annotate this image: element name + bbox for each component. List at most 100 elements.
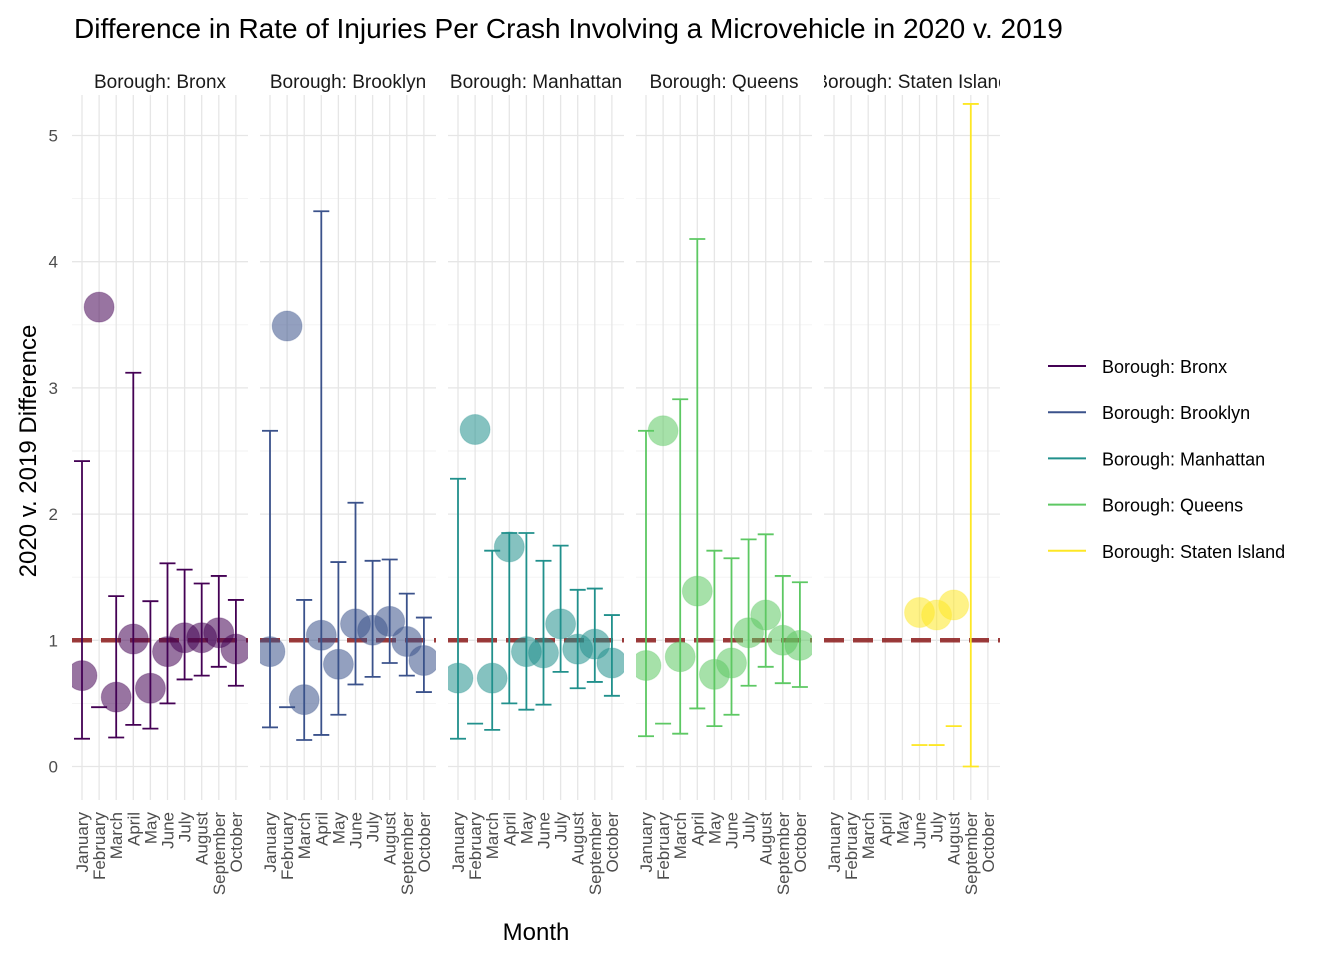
data-point xyxy=(260,636,286,668)
data-point xyxy=(448,662,474,694)
x-tick-label: March xyxy=(859,812,878,859)
x-tick-label: September xyxy=(210,812,229,895)
x-tick-label: August xyxy=(381,812,400,865)
x-tick-label: February xyxy=(842,812,861,881)
x-tick-label: January xyxy=(825,812,844,873)
data-point xyxy=(134,672,166,704)
x-tick-label: May xyxy=(329,812,348,845)
x-axis-title: Month xyxy=(503,919,570,946)
facet-strip-label: Borough: Bronx xyxy=(94,72,227,93)
data-point xyxy=(117,623,149,655)
facet-panel xyxy=(72,291,248,740)
panels-layer: Borough: Bronx Borough: Brooklyn Borough: … xyxy=(72,72,1008,768)
facet-strip-label: Borough: Manhattan xyxy=(450,72,622,93)
x-tick-label: April xyxy=(688,812,707,846)
data-point xyxy=(271,310,303,342)
x-tick-label: August xyxy=(193,812,212,865)
data-point xyxy=(322,648,354,680)
data-point xyxy=(288,684,320,716)
x-tick-label: April xyxy=(312,812,331,846)
chart-title: Difference in Rate of Injuries Per Crash… xyxy=(74,13,1063,44)
x-tick-label: September xyxy=(398,812,417,895)
y-tick-label: 0 xyxy=(49,758,58,777)
x-tick-label: August xyxy=(569,812,588,865)
x-tick-label: July xyxy=(176,812,195,843)
x-tick-label: February xyxy=(90,812,109,881)
x-tick-label: September xyxy=(774,812,793,895)
x-tick-label: August xyxy=(945,812,964,865)
x-tick-label: April xyxy=(876,812,895,846)
data-point xyxy=(750,599,782,631)
data-point xyxy=(72,660,98,692)
data-point xyxy=(374,605,406,637)
data-point xyxy=(305,619,337,651)
data-point xyxy=(938,589,970,621)
facet-strip-label: Borough: Queens xyxy=(650,72,799,93)
x-tick-label: June xyxy=(723,812,742,849)
x-tick-label: June xyxy=(535,812,554,849)
x-tick-label: February xyxy=(654,812,673,881)
legend-label: Borough: Manhattan xyxy=(1102,449,1265,469)
y-tick-label: 2 xyxy=(49,505,58,524)
data-point xyxy=(220,633,248,665)
x-tick-label: May xyxy=(141,812,160,845)
x-tick-label: August xyxy=(757,812,776,865)
facet-strip-label: Borough: Brooklyn xyxy=(270,72,426,93)
y-axis-title: 2020 v. 2019 Difference xyxy=(15,325,42,578)
x-tick-label: May xyxy=(705,812,724,845)
x-tick-label: June xyxy=(347,812,366,849)
x-tick-label: July xyxy=(364,812,383,843)
y-tick-label: 5 xyxy=(49,127,58,146)
data-point xyxy=(636,650,662,682)
x-tick-label: March xyxy=(295,812,314,859)
x-tick-label: March xyxy=(483,812,502,859)
x-tick-label: October xyxy=(415,812,434,873)
data-point xyxy=(716,647,747,679)
x-tick-label: January xyxy=(449,812,468,873)
data-point xyxy=(83,291,115,323)
x-tick-label: May xyxy=(893,812,912,845)
facet-strip-label: Borough: Staten Island xyxy=(815,72,1008,93)
data-point xyxy=(100,681,132,713)
x-tick-label: February xyxy=(466,812,485,881)
x-tick-label: January xyxy=(73,812,92,873)
y-tick-label: 4 xyxy=(49,253,58,272)
data-point xyxy=(596,647,624,679)
data-point xyxy=(459,414,491,446)
data-point xyxy=(493,531,525,563)
x-tick-label: July xyxy=(552,812,571,843)
data-point xyxy=(681,575,713,607)
data-point xyxy=(545,608,577,640)
x-tick-label: January xyxy=(637,812,656,873)
legend: Borough: Bronx Borough: Brooklyn Borough: … xyxy=(1048,357,1285,562)
grid-layer xyxy=(72,95,1000,800)
x-tick-label: October xyxy=(791,812,810,873)
legend-label: Borough: Queens xyxy=(1102,496,1243,516)
legend-label: Borough: Brooklyn xyxy=(1102,403,1250,423)
facet-panel xyxy=(260,210,436,741)
legend-label: Borough: Staten Island xyxy=(1102,542,1285,562)
x-tick-label: September xyxy=(586,812,605,895)
x-tick-label: June xyxy=(159,812,178,849)
facet-panel xyxy=(636,238,812,738)
y-tick-label: 3 xyxy=(49,379,58,398)
x-tick-label: April xyxy=(124,812,143,846)
data-point xyxy=(528,637,559,669)
x-tick-label: January xyxy=(261,812,280,873)
facet-panel xyxy=(824,103,1000,768)
x-tick-label: July xyxy=(740,812,759,843)
x-tick-label: October xyxy=(603,812,622,873)
x-axis-ticks: JanuaryFebruaryMarchAprilMayJuneJulyAugu… xyxy=(73,812,998,896)
x-tick-label: March xyxy=(671,812,690,859)
data-point xyxy=(647,415,679,447)
x-tick-label: September xyxy=(962,812,981,895)
x-tick-label: July xyxy=(928,812,947,843)
legend-label: Borough: Bronx xyxy=(1102,357,1227,377)
y-tick-label: 1 xyxy=(49,631,58,650)
x-tick-label: October xyxy=(227,812,246,873)
data-point xyxy=(784,629,812,661)
data-point xyxy=(664,641,696,673)
x-tick-label: May xyxy=(517,812,536,845)
x-tick-label: June xyxy=(911,812,930,849)
